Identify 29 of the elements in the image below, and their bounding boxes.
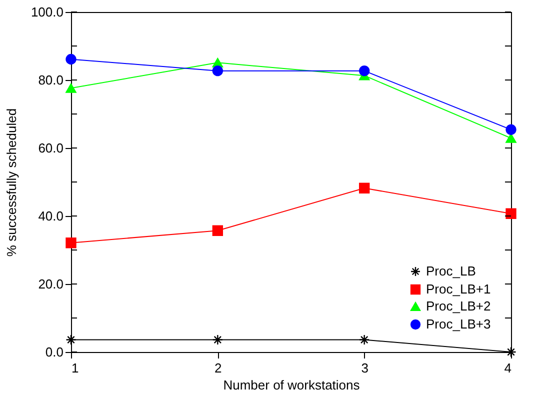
y-tick-label: 60.0 bbox=[38, 140, 64, 156]
y-axis-title: % successfully scheduled bbox=[4, 108, 19, 257]
x-tick-label: 1 bbox=[72, 360, 79, 376]
y-tick-label: 80.0 bbox=[38, 72, 64, 88]
x-tick-label: 4 bbox=[504, 360, 512, 376]
point bbox=[212, 65, 224, 76]
point bbox=[506, 133, 516, 143]
x-tick-label: 2 bbox=[214, 360, 222, 376]
point bbox=[358, 334, 370, 346]
y-tick-label: 0.0 bbox=[45, 344, 64, 360]
point bbox=[66, 334, 76, 346]
point bbox=[358, 65, 370, 76]
x-tick-label: 3 bbox=[361, 360, 368, 376]
point bbox=[212, 334, 224, 346]
point bbox=[66, 83, 76, 93]
y-tick-label: 20.0 bbox=[38, 276, 64, 292]
x-axis-title: Number of workstations bbox=[223, 378, 360, 392]
point bbox=[506, 208, 516, 219]
point bbox=[506, 124, 516, 135]
y-tick-label: 40.0 bbox=[38, 208, 64, 224]
legend-label: Proc_LB+1 bbox=[426, 282, 491, 296]
point bbox=[358, 182, 370, 194]
legend-label: Proc_LB+3 bbox=[426, 316, 491, 332]
point bbox=[212, 225, 224, 236]
legend-label: Proc_LB bbox=[426, 264, 476, 278]
point bbox=[66, 54, 76, 65]
legend-label: Proc_LB+2 bbox=[426, 298, 491, 314]
y-tick-label: 100.0 bbox=[30, 4, 64, 20]
point bbox=[66, 238, 76, 248]
